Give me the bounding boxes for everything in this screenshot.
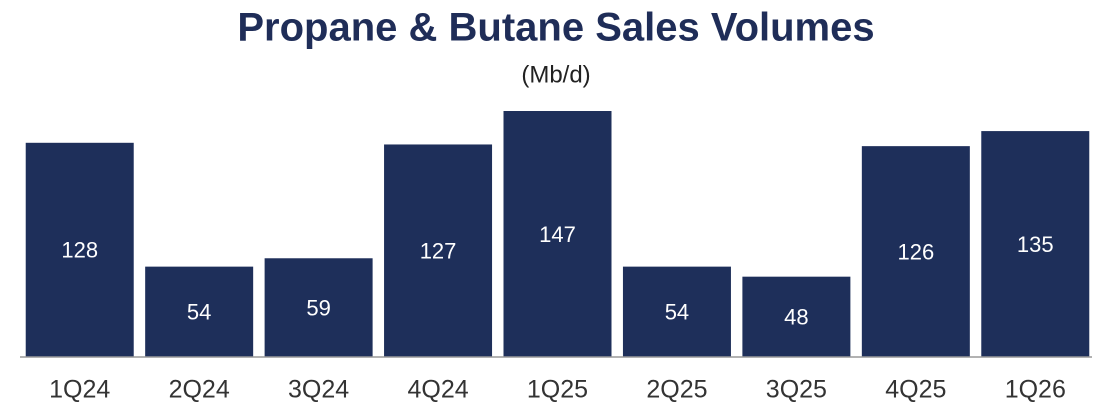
data-label: 126	[897, 239, 934, 264]
bar	[264, 258, 373, 357]
data-label: 135	[1017, 232, 1054, 257]
data-label: 48	[784, 305, 808, 330]
bar	[384, 144, 493, 357]
x-tick-label: 4Q24	[407, 376, 468, 404]
chart-title: Propane & Butane Sales Volumes	[237, 6, 874, 50]
bar	[145, 266, 254, 357]
x-tick-label: 1Q26	[1005, 376, 1066, 404]
bar	[503, 111, 612, 357]
data-label: 54	[187, 300, 211, 325]
x-tick-label: 2Q24	[169, 376, 230, 404]
chart-subtitle: (Mb/d)	[521, 61, 590, 88]
x-tick-label: 3Q24	[288, 376, 349, 404]
x-tick-label: 1Q25	[527, 376, 588, 404]
x-tick-label: 4Q25	[885, 376, 946, 404]
data-label: 128	[61, 238, 98, 263]
data-label: 59	[306, 295, 330, 320]
x-tick-label: 3Q25	[766, 376, 827, 404]
data-label: 54	[665, 300, 689, 325]
bar	[861, 146, 970, 357]
data-label: 127	[420, 239, 457, 264]
bar	[622, 266, 731, 357]
bar	[742, 276, 851, 357]
data-label: 147	[539, 222, 576, 247]
bar	[25, 142, 134, 357]
x-tick-label: 2Q25	[646, 376, 707, 404]
bar	[981, 131, 1090, 357]
x-tick-label: 1Q24	[49, 376, 110, 404]
